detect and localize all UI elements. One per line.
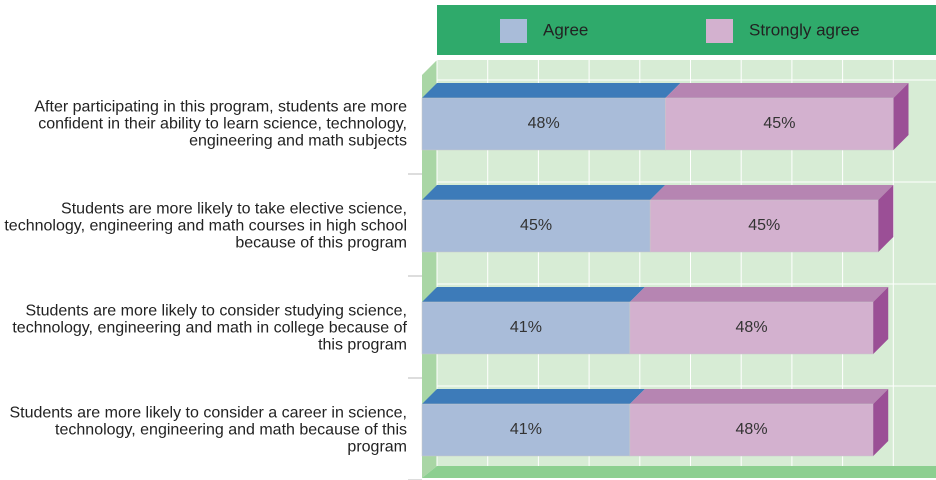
value-label: 48% [528,115,560,132]
value-label: 48% [736,421,768,438]
bar [421,301,631,355]
bar-side [878,185,894,252]
bar [629,403,874,457]
legend-label: Agree [543,20,588,39]
bar-side [873,389,889,456]
value-label: 45% [520,217,552,234]
left-wall [422,60,437,478]
bar-top [650,185,894,200]
value-label: 41% [510,319,542,336]
bar-top [629,389,889,404]
value-label: 48% [736,319,768,336]
bar [649,199,879,253]
legend-swatch [500,19,527,43]
bar [421,199,651,253]
bar-top [422,185,666,200]
bar-top [422,287,645,302]
value-label: 41% [510,421,542,438]
bar-top [422,389,645,404]
bar-top [665,83,909,98]
category-label: Students are more likely to take electiv… [4,200,407,252]
bar [629,301,874,355]
bar [421,403,631,457]
bar-top [629,287,889,302]
bar [665,97,894,151]
value-label: 45% [763,115,795,132]
value-label: 45% [748,217,780,234]
legend-label: Strongly agree [749,20,860,39]
legend-swatch [706,19,733,43]
bar-top [422,83,681,98]
bar-side [873,287,889,354]
floor [422,466,936,478]
category-label: Students are more likely to consider a c… [9,404,407,456]
bar [421,97,666,151]
category-label: Students are more likely to consider stu… [12,302,407,354]
bar-side [893,83,909,150]
category-label: After participating in this program, stu… [34,98,407,150]
